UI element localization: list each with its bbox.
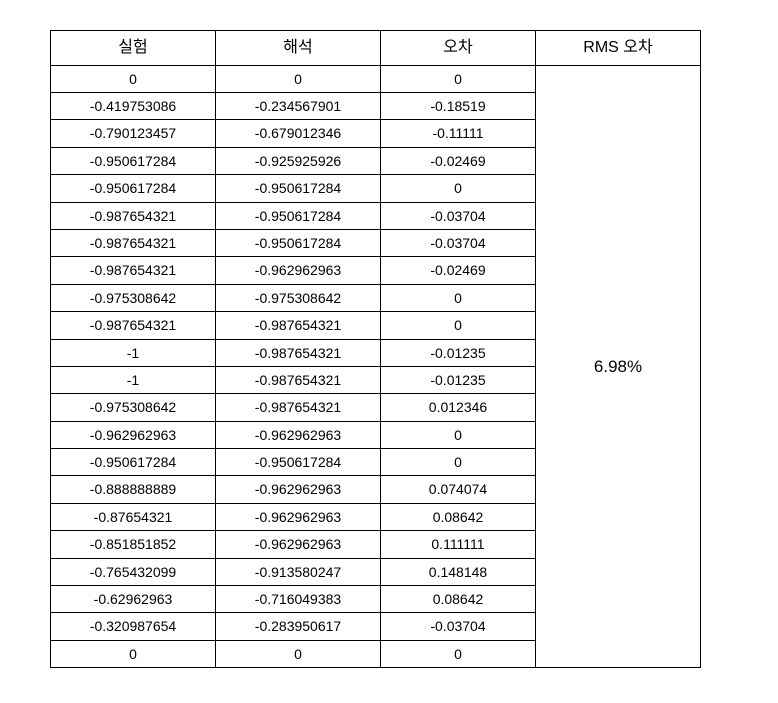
table-cell: -0.950617284 xyxy=(51,147,216,174)
table-cell: 0 xyxy=(216,65,381,92)
data-table-container: 실험 해석 오차 RMS 오차 0006.98%-0.419753086-0.2… xyxy=(50,30,701,668)
table-cell: -0.11111 xyxy=(381,120,536,147)
table-cell: -0.962962963 xyxy=(51,421,216,448)
table-cell: -0.320987654 xyxy=(51,613,216,640)
table-cell: -0.962962963 xyxy=(216,531,381,558)
table-cell: -0.888888889 xyxy=(51,476,216,503)
table-cell: -0.01235 xyxy=(381,339,536,366)
data-table: 실험 해석 오차 RMS 오차 0006.98%-0.419753086-0.2… xyxy=(50,30,701,668)
table-cell: -1 xyxy=(51,339,216,366)
table-cell: 0 xyxy=(51,640,216,667)
table-cell: 0 xyxy=(381,175,536,202)
table-cell: -0.987654321 xyxy=(216,339,381,366)
column-header-error: 오차 xyxy=(381,31,536,66)
table-cell: -0.950617284 xyxy=(51,449,216,476)
table-cell: -0.283950617 xyxy=(216,613,381,640)
table-cell: -0.851851852 xyxy=(51,531,216,558)
table-cell: 0 xyxy=(381,312,536,339)
table-cell: -0.03704 xyxy=(381,613,536,640)
table-cell: -0.62962963 xyxy=(51,586,216,613)
header-row: 실험 해석 오차 RMS 오차 xyxy=(51,31,701,66)
table-cell: 0.111111 xyxy=(381,531,536,558)
table-cell: 0 xyxy=(381,421,536,448)
table-cell: -0.790123457 xyxy=(51,120,216,147)
table-cell: -0.925925926 xyxy=(216,147,381,174)
table-row: 0006.98% xyxy=(51,65,701,92)
table-cell: -0.987654321 xyxy=(51,312,216,339)
column-header-rms-error: RMS 오차 xyxy=(536,31,701,66)
table-cell: 0.012346 xyxy=(381,394,536,421)
table-cell: -0.987654321 xyxy=(51,257,216,284)
table-cell: 0.08642 xyxy=(381,586,536,613)
column-header-experiment: 실험 xyxy=(51,31,216,66)
table-body: 0006.98%-0.419753086-0.234567901-0.18519… xyxy=(51,65,701,668)
table-cell: -0.950617284 xyxy=(216,229,381,256)
table-cell: 0 xyxy=(51,65,216,92)
table-cell: -0.962962963 xyxy=(216,257,381,284)
table-cell: -1 xyxy=(51,366,216,393)
table-cell: -0.987654321 xyxy=(216,366,381,393)
table-cell: -0.950617284 xyxy=(216,202,381,229)
table-cell: -0.87654321 xyxy=(51,503,216,530)
table-cell: -0.419753086 xyxy=(51,92,216,119)
table-cell: -0.01235 xyxy=(381,366,536,393)
table-cell: -0.02469 xyxy=(381,257,536,284)
table-cell: -0.950617284 xyxy=(216,449,381,476)
table-cell: -0.987654321 xyxy=(216,312,381,339)
table-header: 실험 해석 오차 RMS 오차 xyxy=(51,31,701,66)
table-cell: 0 xyxy=(216,640,381,667)
table-cell: -0.913580247 xyxy=(216,558,381,585)
table-cell: -0.950617284 xyxy=(216,175,381,202)
table-cell: -0.962962963 xyxy=(216,503,381,530)
table-cell: -0.975308642 xyxy=(51,284,216,311)
table-cell: -0.962962963 xyxy=(216,421,381,448)
table-cell: -0.679012346 xyxy=(216,120,381,147)
table-cell: 0.08642 xyxy=(381,503,536,530)
table-cell: 0 xyxy=(381,65,536,92)
table-cell: -0.975308642 xyxy=(51,394,216,421)
table-cell: 0 xyxy=(381,284,536,311)
table-cell: -0.962962963 xyxy=(216,476,381,503)
table-cell: -0.02469 xyxy=(381,147,536,174)
table-cell: -0.765432099 xyxy=(51,558,216,585)
table-cell: -0.987654321 xyxy=(51,229,216,256)
table-cell: -0.716049383 xyxy=(216,586,381,613)
column-header-analysis: 해석 xyxy=(216,31,381,66)
table-cell: -0.975308642 xyxy=(216,284,381,311)
table-cell: 0 xyxy=(381,449,536,476)
table-cell: 0 xyxy=(381,640,536,667)
table-cell: -0.950617284 xyxy=(51,175,216,202)
table-cell: -0.03704 xyxy=(381,229,536,256)
table-cell: 0.148148 xyxy=(381,558,536,585)
table-cell: -0.987654321 xyxy=(51,202,216,229)
rms-error-cell: 6.98% xyxy=(536,65,701,668)
table-cell: -0.987654321 xyxy=(216,394,381,421)
table-cell: 0.074074 xyxy=(381,476,536,503)
table-cell: -0.234567901 xyxy=(216,92,381,119)
table-cell: -0.03704 xyxy=(381,202,536,229)
table-cell: -0.18519 xyxy=(381,92,536,119)
